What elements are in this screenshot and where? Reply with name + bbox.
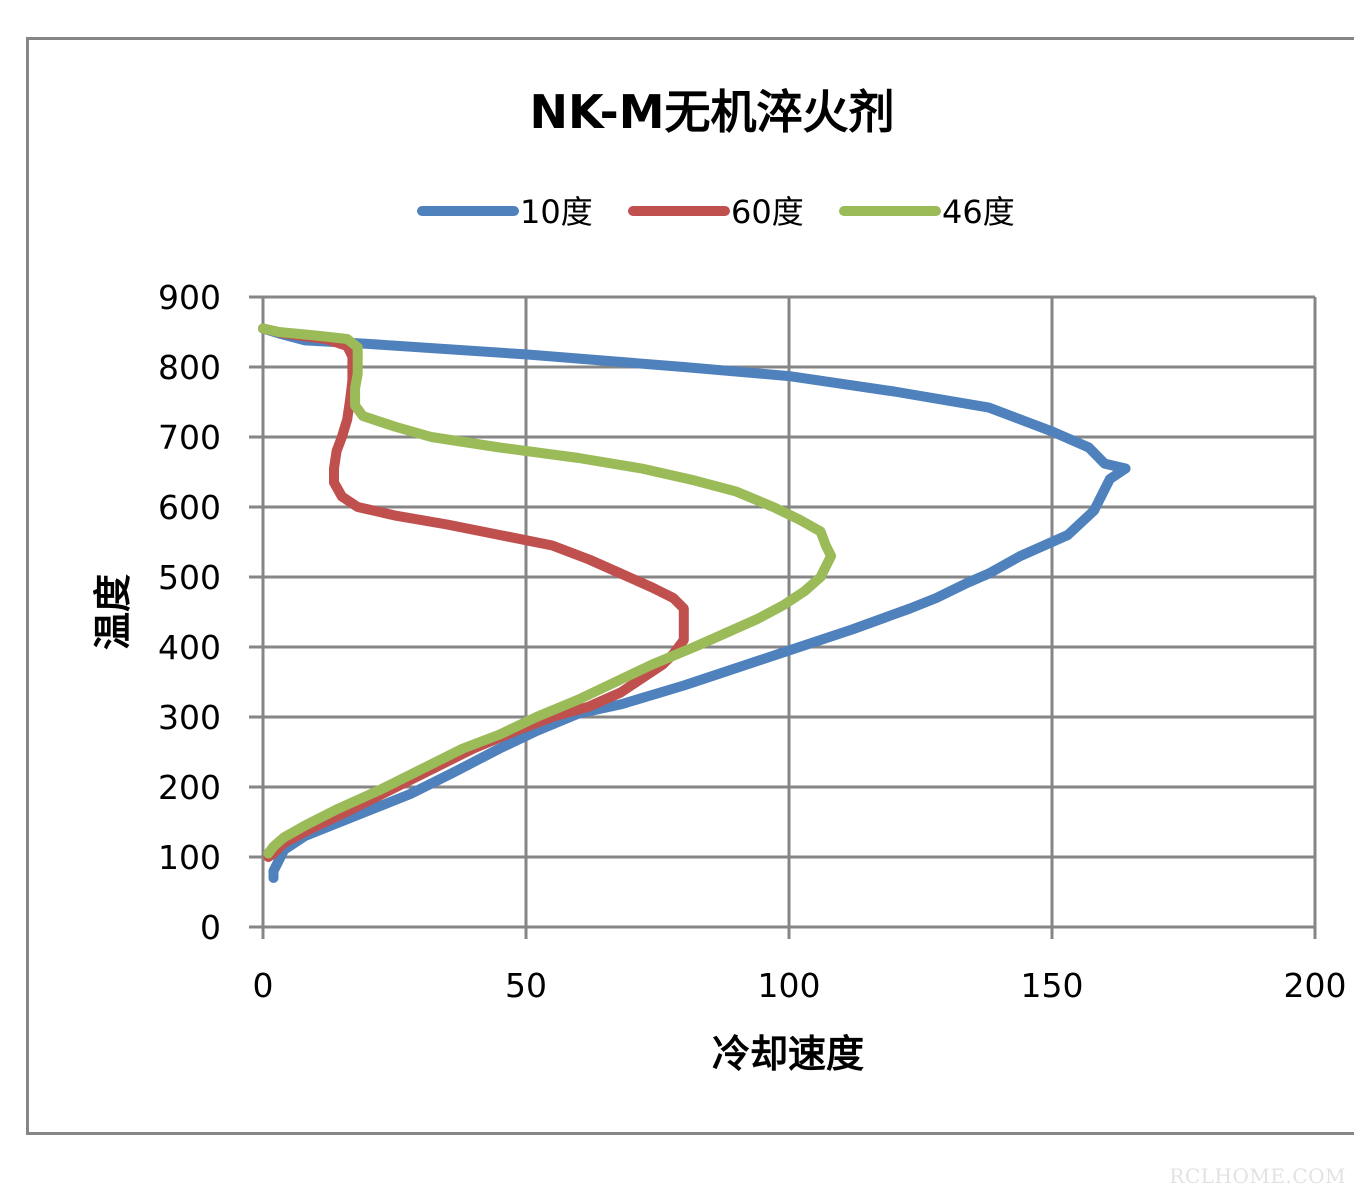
y-tick-label: 0 [200,908,221,947]
series-line-60度 [258,323,689,862]
y-tick-label: 500 [158,558,221,597]
y-tick-label: 200 [158,768,221,807]
series-line-46度 [258,323,837,859]
series-line-10度 [258,323,1131,883]
x-tick-label: 200 [1284,966,1347,1005]
chart-frame [26,37,1354,1135]
watermark: RCLHOME.COM [1169,1164,1346,1188]
legend-label: 46度 [942,193,1015,231]
y-tick-label: 400 [158,628,221,667]
x-axis-title: 冷却速度 [712,1032,864,1076]
tick-labels: 0 100 200 300 400 500 600 700 800 900 0 50 100 150 200 [158,278,1347,1005]
y-tick-label: 800 [158,348,221,387]
legend-label: 10度 [520,193,593,231]
y-tick-label: 600 [158,488,221,527]
plot-series [258,323,1131,883]
y-axis-title: 温度 [91,574,135,650]
legend-label: 60度 [731,193,804,231]
x-tick-label: 50 [505,966,547,1005]
y-tick-label: 100 [158,838,221,877]
x-tick-label: 0 [253,966,274,1005]
y-tick-label: 300 [158,698,221,737]
y-tick-label: 700 [158,418,221,457]
x-tick-label: 150 [1021,966,1084,1005]
legend: 10度 60度 46度 [417,193,1015,231]
grid [249,295,1317,939]
x-tick-label: 100 [758,966,821,1005]
chart-title: NK-M无机淬火剂 [529,85,894,139]
y-tick-label: 900 [158,278,221,317]
